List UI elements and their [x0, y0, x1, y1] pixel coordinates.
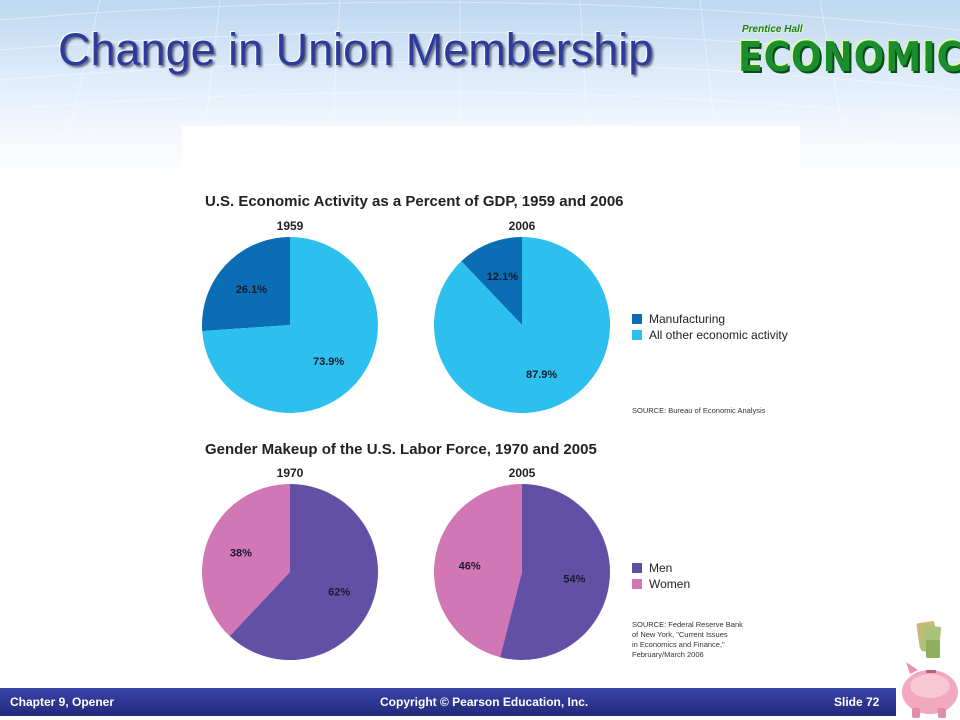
- footer-bar: Chapter 9, Opener Copyright © Pearson Ed…: [0, 688, 896, 716]
- legend-label-women: Women: [649, 577, 691, 591]
- legend-item-other-activity: All other economic activity: [632, 327, 788, 343]
- chart-title-gdp: U.S. Economic Activity as a Percent of G…: [205, 193, 624, 210]
- pie-label-1959: 1959: [276, 219, 304, 233]
- chart-title-gender: Gender Makeup of the U.S. Labor Force, 1…: [205, 441, 597, 458]
- source-line: SOURCE: Federal Reserve Bank: [632, 620, 743, 629]
- pie-data-label: 54%: [563, 574, 585, 586]
- footer-slide-number: Slide 72: [834, 695, 880, 709]
- pie-slice-1959-manufacturing: [201, 236, 290, 332]
- pie-slice-2006-manufacturing: [461, 237, 522, 325]
- background-grid: [0, 0, 960, 170]
- pie-data-label: 73.9%: [313, 356, 344, 368]
- legend-label-men: Men: [649, 561, 673, 575]
- legend-item-men: Men: [632, 560, 690, 576]
- pie-data-label: 46%: [459, 560, 481, 572]
- legend-item-manufacturing: Manufacturing: [632, 311, 788, 327]
- pie-slice-2006-all-other-economic-activity: [434, 236, 611, 414]
- legend-gender: Men Women: [632, 560, 690, 592]
- slide-title: Change in Union Membership: [58, 24, 654, 75]
- source-note-gender: SOURCE: Federal Reserve Bank of New York…: [632, 620, 743, 660]
- money-piggy-bank-icon: [902, 621, 958, 718]
- pie-data-label: 12.1%: [487, 271, 518, 283]
- pie-data-label: 62%: [328, 586, 350, 598]
- pie-label-2005: 2005: [508, 466, 536, 480]
- pie-slice-2005-women: [433, 484, 522, 658]
- source-line: February/March 2006: [632, 650, 704, 659]
- pie-data-label: 26.1%: [236, 284, 267, 296]
- source-note-gdp: SOURCE: Bureau of Economic Analysis: [632, 406, 766, 415]
- source-line: in Economics and Finance,": [632, 640, 725, 649]
- pie-data-label: 87.9%: [526, 369, 557, 381]
- logo-wordmark: ECONOMICS: [738, 34, 960, 82]
- pie-slice-1959-all-other-economic-activity: [202, 237, 378, 413]
- legend-swatch-manufacturing: [632, 314, 642, 324]
- logo-publisher: Prentice Hall: [742, 24, 803, 35]
- legend-label-manufacturing: Manufacturing: [649, 312, 726, 326]
- legend-swatch-women: [632, 579, 642, 589]
- legend-swatch-men: [632, 563, 642, 573]
- pie-slice-1970-women: [201, 484, 290, 637]
- legend-label-other-activity: All other economic activity: [649, 328, 788, 342]
- legend-swatch-other-activity: [632, 330, 642, 340]
- legend-item-women: Women: [632, 576, 690, 592]
- pie-label-1970: 1970: [276, 466, 304, 480]
- pie-slice-2005-men: [500, 484, 610, 660]
- pie-slice-1970-men: [229, 484, 378, 660]
- legend-gdp: Manufacturing All other economic activit…: [632, 311, 788, 343]
- source-line: of New York, "Current Issues: [632, 630, 728, 639]
- economics-logo: Prentice Hall ECONOMICS: [736, 22, 960, 82]
- pie-label-2006: 2006: [508, 219, 536, 233]
- pie-data-label: 38%: [230, 548, 252, 560]
- footer-chapter: Chapter 9, Opener: [10, 695, 115, 709]
- footer-copyright: Copyright © Pearson Education, Inc.: [380, 695, 589, 709]
